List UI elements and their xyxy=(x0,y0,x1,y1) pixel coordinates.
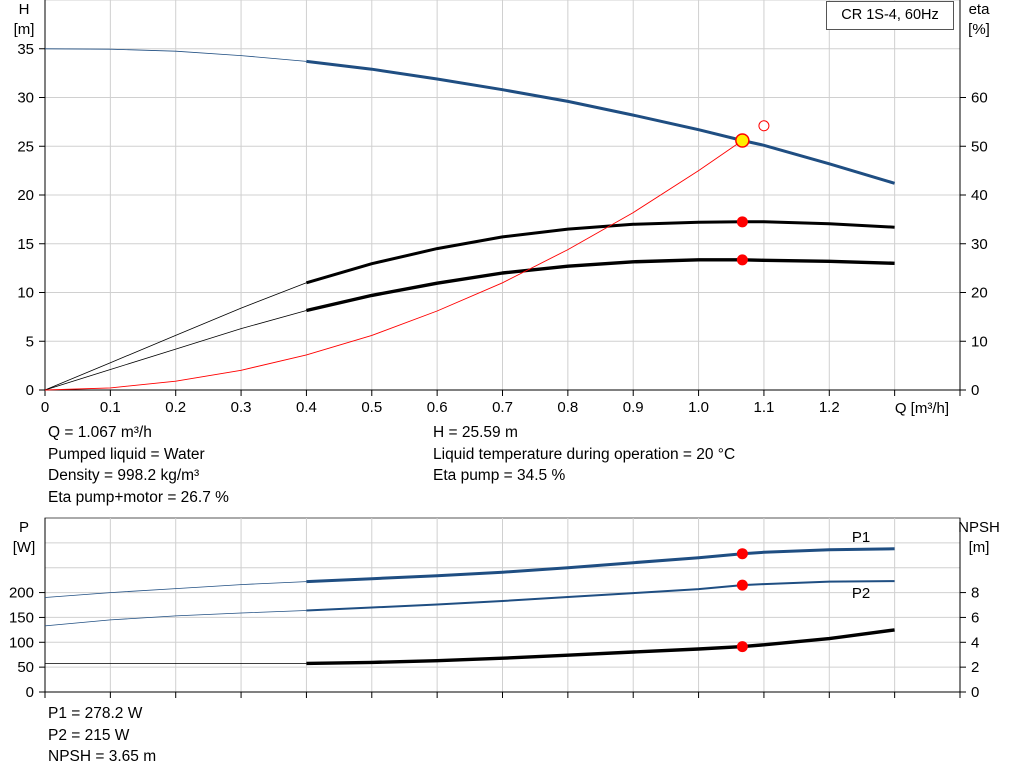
pump-model-label: CR 1S-4, 60Hz xyxy=(826,1,954,30)
y-right-tick-label: 40 xyxy=(971,187,988,204)
head-readout: H = 25.59 m xyxy=(433,424,518,441)
y-left-tick-label: 0 xyxy=(26,684,34,701)
y-left-axis-unit: [m] xyxy=(14,21,35,38)
eta-pump-motor-point-marker xyxy=(736,254,748,266)
y-right-tick-label: 0 xyxy=(971,684,979,701)
y-left-tick-label: 35 xyxy=(17,41,34,58)
y-left-tick-label: 200 xyxy=(9,585,34,602)
y-right-tick-label: 50 xyxy=(971,138,988,155)
y-right-axis-title: NPSH xyxy=(958,519,1000,536)
y-left-tick-label: 5 xyxy=(26,333,34,350)
y-right-tick-label: 2 xyxy=(971,659,979,676)
y-left-tick-label: 50 xyxy=(17,659,34,676)
x-tick-label: 0.5 xyxy=(361,399,382,416)
system-curve-curve xyxy=(44,140,743,391)
series-label-p2: P2 xyxy=(852,585,870,602)
h-curve-extension xyxy=(44,48,307,62)
eta-pump-motor-curve xyxy=(306,258,895,313)
y-left-tick-label: 0 xyxy=(26,382,34,399)
series-label-p1: P1 xyxy=(852,529,870,546)
info-bottom-left: P1 = 278.2 W P2 = 215 W NPSH = 3.65 m xyxy=(48,703,156,768)
y-left-axis-title: P xyxy=(19,519,29,536)
liquid-temperature-readout: Liquid temperature during operation = 20… xyxy=(433,445,736,463)
x-tick-label: 0.4 xyxy=(296,399,317,416)
density-readout: Density = 998.2 kg/m³ xyxy=(48,467,200,484)
y-left-tick-label: 20 xyxy=(17,187,34,204)
y-right-tick-label: 8 xyxy=(971,585,979,602)
x-tick-label: 0.6 xyxy=(427,399,448,416)
p2-readout: P2 = 215 W xyxy=(48,726,130,744)
eta-pump-point-marker xyxy=(736,216,748,228)
eta-pump-curve xyxy=(305,220,895,285)
x-tick-label: 1.2 xyxy=(819,399,840,416)
p1-readout: P1 = 278.2 W xyxy=(48,705,143,722)
y-right-tick-label: 4 xyxy=(971,634,979,651)
info-top-left: Q = 1.067 m³/h Pumped liquid = Water Den… xyxy=(48,422,229,508)
p1-curve xyxy=(306,547,895,584)
y-right-tick-label: 0 xyxy=(971,382,979,399)
x-tick-label: 1.1 xyxy=(753,399,774,416)
x-tick-label: 0.1 xyxy=(100,399,121,416)
x-tick-label: 0.8 xyxy=(557,399,578,416)
y-left-tick-label: 150 xyxy=(9,609,34,626)
y-left-axis-title: H xyxy=(19,1,30,18)
x-tick-label: 0.2 xyxy=(165,399,186,416)
x-tick-label: 1.0 xyxy=(688,399,709,416)
p1-point-marker xyxy=(736,548,748,560)
y-right-axis-unit: [m] xyxy=(969,539,990,556)
p2-curve xyxy=(306,580,895,612)
y-left-tick-label: 10 xyxy=(17,285,34,302)
x-tick-label: 0.3 xyxy=(231,399,252,416)
duty-point-marker xyxy=(735,133,750,148)
flow-readout: Q = 1.067 m³/h xyxy=(48,424,152,441)
y-right-tick-label: 6 xyxy=(971,609,979,626)
y-left-tick-label: 30 xyxy=(17,90,34,107)
npsh-curve xyxy=(306,628,895,666)
y-left-tick-label: 25 xyxy=(17,138,34,155)
y-right-axis-unit: [%] xyxy=(968,21,990,38)
p1-curve-extension xyxy=(44,581,307,598)
x-axis-title: Q [m³/h] xyxy=(895,400,949,417)
npsh-point-marker xyxy=(736,641,748,653)
x-tick-label: 0.7 xyxy=(492,399,513,416)
eta-pump-curve-extension xyxy=(44,282,307,391)
info-top-right: H = 25.59 m Liquid temperature during op… xyxy=(433,422,735,487)
y-left-tick-label: 15 xyxy=(17,236,34,253)
npsh-readout: NPSH = 3.65 m xyxy=(48,748,157,765)
y-right-tick-label: 30 xyxy=(971,236,988,253)
y-right-tick-label: 10 xyxy=(971,333,988,350)
eta-pump-readout: Eta pump = 34.5 % xyxy=(433,467,566,484)
y-right-axis-title: eta xyxy=(969,1,991,18)
y-left-tick-label: 100 xyxy=(9,634,34,651)
x-tick-label: 0.9 xyxy=(623,399,644,416)
p2-curve-extension xyxy=(44,610,307,627)
h-curve xyxy=(306,59,896,185)
y-right-tick-label: 20 xyxy=(971,285,988,302)
y-left-axis-unit: [W] xyxy=(13,539,36,556)
max-point-marker xyxy=(758,120,770,132)
p2-point-marker xyxy=(736,579,748,591)
pumped-liquid-readout: Pumped liquid = Water xyxy=(48,445,205,463)
eta-pump-motor-curve-extension xyxy=(44,310,307,391)
x-tick-label: 0 xyxy=(41,399,49,416)
y-right-tick-label: 60 xyxy=(971,90,988,107)
eta-pump-motor-readout: Eta pump+motor = 26.7 % xyxy=(48,488,229,506)
